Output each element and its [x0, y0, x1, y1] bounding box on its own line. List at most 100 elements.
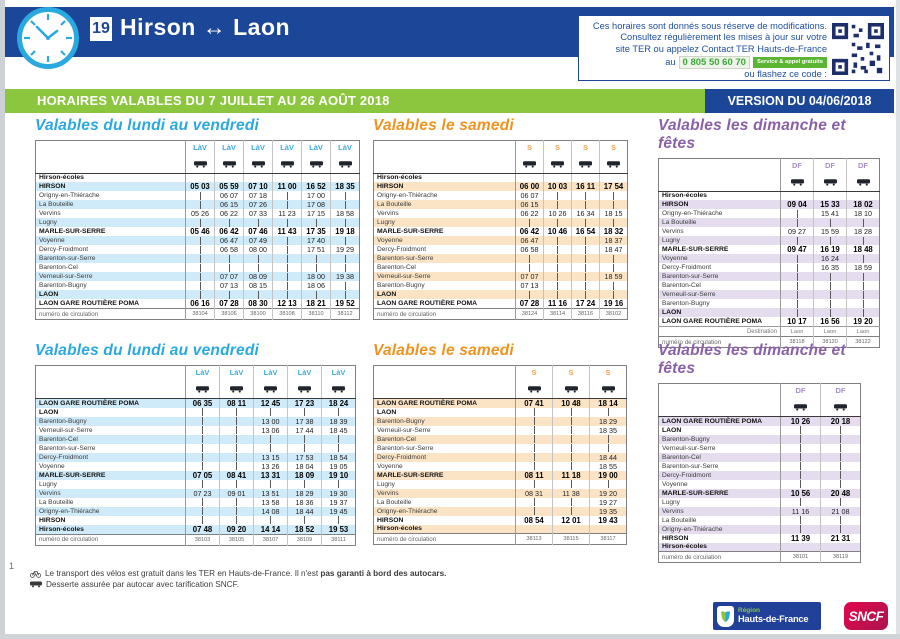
station-name: Barenton-Cel	[658, 281, 781, 290]
time-cell: 17 54	[599, 182, 628, 191]
time-cell	[813, 308, 847, 317]
route-line	[236, 408, 237, 416]
time-cell	[515, 479, 553, 489]
time-cell	[185, 515, 220, 525]
route-line	[585, 254, 586, 263]
time-cell: 11 16	[543, 299, 572, 309]
time-cell	[301, 218, 331, 227]
time-cell	[780, 515, 821, 525]
route-line	[800, 471, 801, 479]
station-row: LAON GARE ROUTIÈRE POMA 07 41 10 48 18 14	[373, 398, 627, 408]
route-line	[286, 218, 288, 227]
route-line	[202, 462, 203, 470]
time-cell	[219, 479, 254, 489]
station-name: Vervins	[373, 209, 516, 218]
time-cell	[287, 443, 322, 453]
time-cell	[253, 515, 288, 525]
station-name: Verneuil-sur-Serre	[35, 272, 186, 281]
time-cell	[780, 452, 821, 462]
time-cell	[780, 209, 814, 218]
time-cell	[780, 236, 814, 245]
station-name: LAON GARE ROUTIÈRE POMA	[35, 398, 186, 408]
day-code: LàV	[219, 365, 254, 380]
route-line	[557, 191, 558, 200]
station-name: Dercy-Froidmont	[373, 245, 516, 254]
time-cell: 06 16	[185, 299, 215, 309]
station-row: Lugny	[35, 479, 356, 489]
station-row: Hirson-écoles	[373, 524, 627, 534]
station-row: Hirson-écoles	[658, 542, 861, 552]
route-line	[199, 290, 201, 299]
station-name: LAON GARE ROUTIÈRE POMA	[373, 299, 516, 309]
time-cell	[243, 263, 273, 272]
time-cell	[780, 524, 821, 534]
time-cell	[589, 443, 627, 453]
time-cell	[185, 236, 215, 245]
route-line	[202, 417, 203, 425]
bus-icon-row	[658, 397, 861, 417]
route-line	[613, 218, 614, 227]
route-line	[829, 299, 831, 308]
station-name: MARLE-SUR-SERRE	[35, 470, 186, 480]
route-line	[862, 308, 864, 317]
time-cell	[780, 497, 821, 507]
circulation-number: 38101	[780, 551, 821, 563]
time-cell: 06 15	[214, 200, 244, 209]
circulation-number: 38106	[214, 308, 244, 320]
time-cell	[185, 425, 220, 435]
station-name: Barenton-Bugny	[658, 299, 781, 308]
station-name: Lugny	[373, 479, 516, 489]
bus-icon	[551, 160, 564, 168]
route-line	[570, 408, 572, 416]
day-code: DF	[846, 158, 880, 173]
time-cell	[543, 191, 572, 200]
time-cell	[780, 470, 821, 480]
route-line	[286, 191, 288, 200]
route-line	[533, 462, 535, 470]
time-cell	[330, 263, 360, 272]
time-cell: 13 15	[253, 452, 288, 462]
time-cell	[780, 290, 814, 299]
route-line	[344, 281, 346, 290]
time-cell	[287, 479, 322, 489]
route-line	[228, 218, 230, 227]
time-cell: 12 13	[272, 299, 302, 309]
time-cell: 18 02	[846, 200, 880, 209]
time-cell	[272, 191, 302, 200]
time-cell: 07 49	[243, 236, 273, 245]
station-name: Barenton-Bugny	[373, 281, 516, 290]
time-cell	[552, 506, 590, 516]
station-name: LAON	[373, 407, 516, 417]
route-line	[557, 236, 558, 245]
time-cell	[321, 443, 356, 453]
route-line	[338, 480, 339, 488]
time-cell: 18 10	[846, 209, 880, 218]
time-cell	[780, 308, 814, 317]
station-name: Barenton-Cel	[373, 263, 516, 272]
time-cell	[846, 236, 880, 245]
route-line	[236, 498, 237, 506]
route-line	[829, 290, 831, 299]
time-cell	[780, 299, 814, 308]
time-cell	[846, 281, 880, 290]
route-line	[796, 281, 798, 290]
route-line	[344, 236, 346, 245]
time-cell	[820, 452, 861, 462]
bus-icon	[222, 160, 236, 168]
time-cell: 18 04	[287, 461, 322, 471]
route-line	[304, 516, 305, 524]
bus-icon	[196, 385, 209, 393]
station-row: Barenton-Cel	[35, 263, 360, 272]
station-row: Voyenne 18 55	[373, 461, 627, 471]
time-cell	[552, 524, 590, 534]
time-cell	[813, 218, 847, 227]
info-line: Consultez régulièrement les mises à jour…	[620, 32, 827, 43]
time-cell	[780, 191, 814, 200]
time-cell	[780, 479, 821, 489]
time-cell: 09 27	[780, 227, 814, 236]
route-line	[199, 218, 201, 227]
route-line	[557, 200, 558, 209]
day-code: DF	[820, 383, 861, 398]
station-row: Barenton-sur-Serre	[373, 254, 628, 263]
time-cell	[185, 497, 220, 507]
